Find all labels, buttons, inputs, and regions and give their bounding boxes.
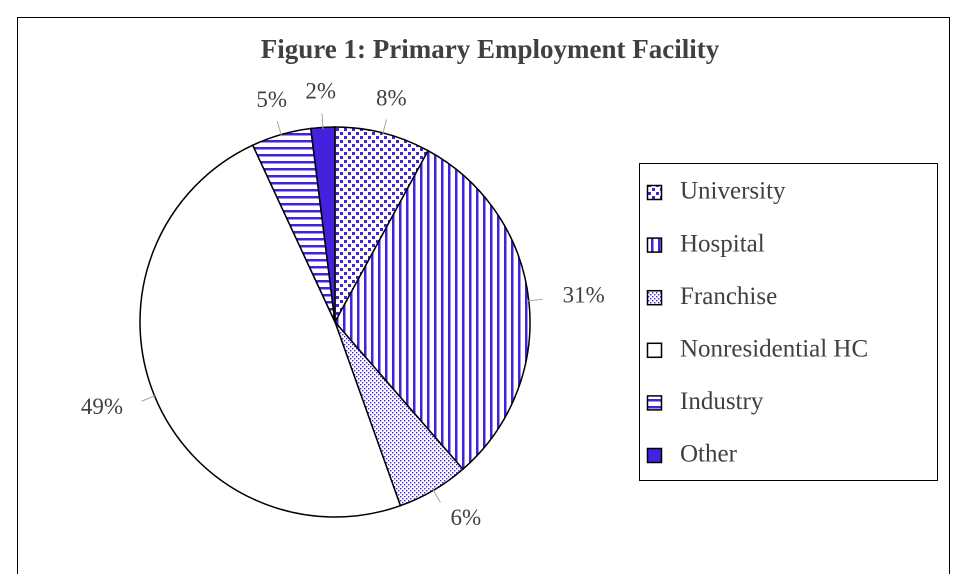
data-label: 8% bbox=[376, 85, 407, 110]
legend-box bbox=[639, 163, 938, 481]
legend-swatch bbox=[646, 342, 663, 359]
leader-line bbox=[526, 298, 543, 302]
leader-line bbox=[382, 119, 387, 136]
legend-label: Other bbox=[680, 441, 738, 468]
data-label: 49% bbox=[81, 394, 123, 419]
data-label: 5% bbox=[256, 87, 287, 112]
legend-label: Nonresidential HC bbox=[680, 336, 868, 363]
data-label: 6% bbox=[451, 505, 482, 530]
legend-swatch bbox=[646, 237, 663, 253]
leader-line bbox=[321, 113, 324, 130]
chart-title: Figure 1: Primary Employment Facility bbox=[261, 34, 720, 64]
leader-line bbox=[141, 394, 157, 402]
legend-swatch bbox=[646, 395, 663, 411]
legend-label: Franchise bbox=[680, 283, 777, 310]
data-label: 31% bbox=[563, 282, 605, 307]
legend-swatch bbox=[646, 289, 663, 306]
legend-label: Hospital bbox=[680, 230, 765, 257]
legend-label: University bbox=[680, 178, 786, 205]
legend-label: Industry bbox=[680, 388, 764, 415]
legend-swatch bbox=[646, 184, 663, 201]
leader-line bbox=[431, 488, 441, 503]
data-label: 2% bbox=[305, 79, 336, 104]
leader-line bbox=[276, 120, 283, 137]
legend-swatch bbox=[646, 447, 663, 464]
